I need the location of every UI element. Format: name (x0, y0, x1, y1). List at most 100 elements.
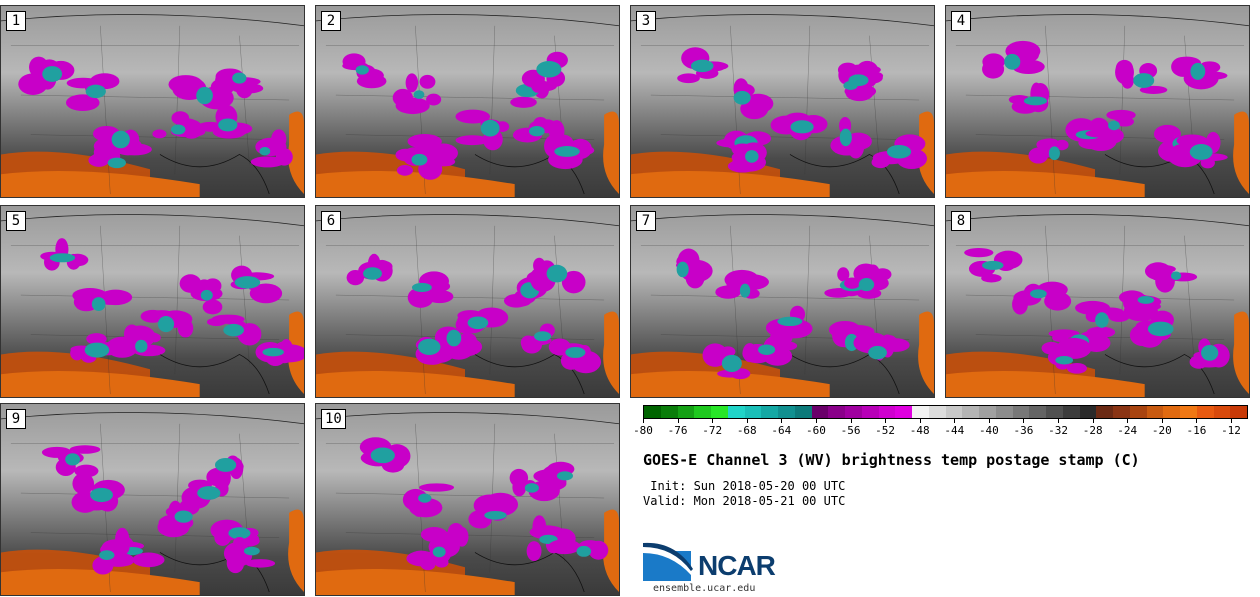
colorbar-segment (778, 406, 795, 418)
colorbar-segment (660, 406, 678, 418)
postage-stamp-panel: 8 (945, 205, 1250, 398)
colorbar-segment (828, 406, 845, 418)
colorbar-segment (744, 406, 762, 418)
colorbar-segment (1046, 406, 1063, 418)
colorbar (643, 405, 1248, 419)
panel-number: 9 (6, 409, 26, 429)
colorbar-segment (945, 406, 963, 418)
colorbar-tick-mark (1058, 419, 1060, 423)
colorbar-segment (1230, 406, 1247, 418)
colorbar-tick-label: -24 (1117, 424, 1138, 437)
ncar-logo-text: NCAR (698, 550, 776, 581)
postage-stamp-panel: 5 (0, 205, 305, 398)
colorbar-segment (711, 406, 728, 418)
colorbar-tick-mark (677, 419, 679, 423)
panel-number: 5 (6, 211, 26, 231)
postage-stamp-panel: 4 (945, 5, 1250, 198)
colorbar-segment (1163, 406, 1180, 418)
colorbar-tick-label: -16 (1186, 424, 1207, 437)
colorbar-tick-label: -80 (633, 424, 653, 437)
colorbar-segment (928, 406, 946, 418)
colorbar-segment (861, 406, 879, 418)
colorbar-tick-mark (1127, 419, 1129, 423)
colorbar-tick-label: -12 (1221, 424, 1241, 437)
postage-stamp-panel: 3 (630, 5, 935, 198)
colorbar-segment (962, 406, 979, 418)
colorbar-tick-label: -60 (806, 424, 826, 437)
colorbar-tick-mark (815, 419, 817, 423)
postage-stamp-panel: 9 (0, 403, 305, 596)
colorbar-segment (878, 406, 896, 418)
colorbar-segment (1113, 406, 1130, 418)
colorbar-tick-mark (954, 419, 956, 423)
colorbar-segment (912, 406, 929, 418)
colorbar-segment (1029, 406, 1046, 418)
colorbar-tick-label: -68 (736, 424, 757, 437)
colorbar-ticks: -80 -76 -72 -68 -64 -60 -56 -52 -48 -44 -40 -36 -32 -… (633, 419, 1248, 443)
colorbar-segment (995, 406, 1013, 418)
colorbar-tick-mark (1196, 419, 1198, 423)
colorbar-segment (1146, 406, 1164, 418)
colorbar-tick-label: -44 (944, 424, 965, 437)
site-url[interactable]: ensemble.ucar.edu (653, 583, 756, 594)
colorbar-segment (644, 406, 661, 418)
colorbar-segment (761, 406, 778, 418)
colorbar-tick-mark (1092, 419, 1094, 423)
colorbar-tick-label: -20 (1151, 424, 1172, 437)
colorbar-segment (694, 406, 711, 418)
postage-stamp-panel: 10 (315, 403, 620, 596)
panel-number: 1 (6, 11, 26, 31)
panel-number: 7 (636, 211, 656, 231)
colorbar-tick-label: -64 (771, 424, 792, 437)
ncar-logo-icon (643, 542, 693, 581)
colorbar-segment (1213, 406, 1231, 418)
colorbar-tick-label: -52 (875, 424, 896, 437)
valid-time: Valid: Mon 2018-05-21 00 UTC (643, 494, 846, 508)
colorbar-segment (794, 406, 812, 418)
colorbar-segment (1129, 406, 1147, 418)
colorbar-tick-mark (1023, 419, 1025, 423)
panel-number: 4 (951, 11, 971, 31)
colorbar-tick-label: -28 (1082, 424, 1103, 437)
colorbar-tick-label: -72 (702, 424, 723, 437)
postage-stamp-panel: 7 (630, 205, 935, 398)
colorbar-segment (845, 406, 862, 418)
colorbar-tick-mark (1231, 419, 1232, 423)
colorbar-segment (1196, 406, 1214, 418)
colorbar-tick-mark (643, 419, 644, 423)
colorbar-segment (1062, 406, 1080, 418)
colorbar-segment (727, 406, 745, 418)
colorbar-tick-label: -56 (840, 424, 861, 437)
panel-number: 6 (321, 211, 341, 231)
colorbar-segment (811, 406, 829, 418)
colorbar-segment (895, 406, 912, 418)
panel-number: 2 (321, 11, 341, 31)
panel-number: 3 (636, 11, 656, 31)
colorbar-tick-mark (885, 419, 887, 423)
colorbar-tick-label: -48 (909, 424, 930, 437)
init-time: Init: Sun 2018-05-20 00 UTC (643, 479, 846, 493)
colorbar-segment (1079, 406, 1097, 418)
colorbar-tick-mark (988, 419, 990, 423)
colorbar-segment (677, 406, 695, 418)
figure-title: GOES-E Channel 3 (WV) brightness temp po… (643, 451, 1140, 469)
colorbar-tick-mark (850, 419, 852, 423)
postage-stamp-panel: 6 (315, 205, 620, 398)
colorbar-tick-mark (919, 419, 921, 423)
postage-stamp-panel: 2 (315, 5, 620, 198)
colorbar-segment (1096, 406, 1113, 418)
panel-number: 10 (321, 409, 346, 429)
colorbar-segment (1180, 406, 1197, 418)
colorbar-tick-mark (746, 419, 748, 423)
colorbar-segment (979, 406, 996, 418)
panel-number: 8 (951, 211, 971, 231)
colorbar-tick-mark (1161, 419, 1163, 423)
postage-stamp-panel: 1 (0, 5, 305, 198)
colorbar-tick-mark (781, 419, 783, 423)
colorbar-tick-label: -32 (1048, 424, 1068, 437)
colorbar-tick-label: -36 (1013, 424, 1034, 437)
colorbar-tick-mark (712, 419, 714, 423)
colorbar-segment (1012, 406, 1030, 418)
colorbar-tick-label: -40 (978, 424, 999, 437)
colorbar-tick-label: -76 (667, 424, 688, 437)
